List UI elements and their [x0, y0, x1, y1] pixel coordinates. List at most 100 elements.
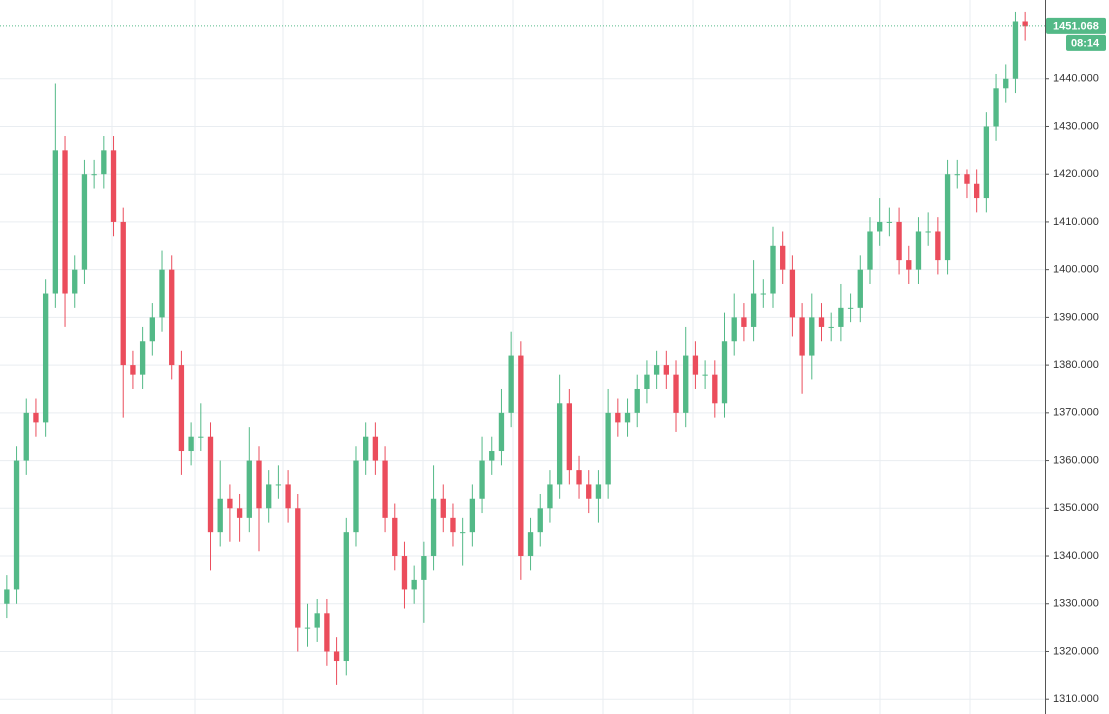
- candle-body: [624, 412, 631, 423]
- candle-body: [333, 651, 340, 662]
- candle-body: [266, 484, 272, 509]
- candle-body: [780, 245, 786, 270]
- candle-body: [91, 174, 97, 176]
- candle-body: [169, 269, 175, 366]
- candle-body: [692, 355, 699, 375]
- y-tick-label: 1430.000: [1053, 120, 1099, 132]
- candle-body: [450, 517, 456, 533]
- candle-body: [178, 365, 185, 452]
- candle-body: [605, 412, 611, 485]
- candle-body: [576, 470, 582, 485]
- candle-body: [440, 498, 446, 518]
- candle-body: [459, 532, 466, 534]
- candle-body: [304, 627, 311, 629]
- candle-body: [42, 293, 49, 423]
- candle-body: [363, 436, 369, 461]
- candle-body: [110, 150, 117, 222]
- candle-body: [683, 355, 689, 413]
- y-tick-label: 1350.000: [1053, 502, 1099, 514]
- candle-body: [750, 293, 757, 327]
- candle-body: [1012, 21, 1019, 79]
- y-tick-label: 1310.000: [1053, 693, 1099, 705]
- candle-body: [295, 508, 301, 628]
- candle-body: [547, 484, 553, 509]
- candle-body: [236, 508, 243, 518]
- y-tick-label: 1320.000: [1053, 645, 1099, 657]
- y-tick-label: 1380.000: [1053, 359, 1099, 371]
- candle-body: [120, 221, 126, 366]
- candle-body: [886, 221, 893, 223]
- candle-body: [275, 484, 282, 486]
- last-price-box: [1046, 17, 1106, 34]
- y-tick-label: 1410.000: [1053, 216, 1099, 228]
- candle-body: [1003, 78, 1009, 89]
- candle-body: [52, 150, 59, 294]
- candle-body: [101, 150, 107, 175]
- candle-body: [430, 498, 437, 557]
- candle-body: [702, 374, 708, 376]
- candle-body: [159, 269, 165, 318]
- candle-body: [867, 231, 873, 270]
- candle-body: [372, 436, 379, 461]
- candle-body: [663, 365, 669, 375]
- candle-body: [4, 589, 10, 604]
- candle-body: [23, 412, 29, 461]
- candle-body: [382, 460, 388, 518]
- candle-body: [838, 307, 844, 327]
- candle-body: [489, 451, 495, 461]
- candle-body: [906, 260, 912, 270]
- candle-body: [198, 436, 204, 438]
- candle-body: [828, 326, 834, 328]
- candle-body: [227, 498, 233, 509]
- y-tick-label: 1420.000: [1053, 168, 1099, 180]
- candle-body: [149, 317, 155, 342]
- candle-body: [285, 484, 291, 509]
- candle-body: [964, 174, 970, 184]
- candle-body: [392, 517, 398, 557]
- candle-body: [1022, 21, 1028, 27]
- candle-body: [847, 307, 854, 309]
- candle-body: [217, 498, 223, 533]
- candle-body: [188, 436, 194, 452]
- candle-body: [130, 365, 136, 375]
- candle-body: [954, 174, 960, 176]
- candle-body: [324, 613, 330, 652]
- y-tick-label: 1360.000: [1053, 454, 1099, 466]
- candle-body: [741, 317, 747, 327]
- candle-body: [644, 374, 650, 389]
- candle-body: [498, 412, 505, 452]
- candle-body: [566, 403, 573, 471]
- y-tick-label: 1440.000: [1053, 73, 1099, 85]
- candle-body: [508, 355, 514, 413]
- candle-body: [915, 231, 922, 270]
- candle-body: [721, 341, 728, 404]
- candle-body: [33, 412, 39, 423]
- candle-body: [411, 579, 417, 590]
- candle-body: [72, 269, 78, 294]
- candle-body: [712, 374, 718, 404]
- candle-body: [809, 317, 815, 356]
- candle-body: [673, 374, 679, 413]
- candle-body: [556, 403, 563, 485]
- last-price-label: 1451.068: [1053, 20, 1099, 32]
- candle-body: [13, 460, 20, 590]
- candle-body: [896, 221, 902, 261]
- candle-body: [877, 221, 883, 232]
- candle-body: [314, 613, 320, 628]
- candle-body: [469, 498, 476, 533]
- candle-body: [789, 269, 796, 318]
- candle-body: [799, 317, 805, 356]
- time-grid: [111, 0, 971, 714]
- candle-body: [925, 231, 931, 233]
- candle-body: [401, 556, 408, 590]
- candle-body: [343, 532, 349, 662]
- y-tick-label: 1330.000: [1053, 598, 1099, 610]
- candle-body: [479, 460, 485, 499]
- candle-body: [983, 126, 990, 199]
- countdown-box: [1066, 34, 1106, 51]
- candle-body: [586, 484, 592, 499]
- candle-body: [256, 460, 262, 509]
- candle-body: [973, 183, 980, 199]
- candle-body: [944, 174, 951, 261]
- y-tick-label: 1400.000: [1053, 264, 1099, 276]
